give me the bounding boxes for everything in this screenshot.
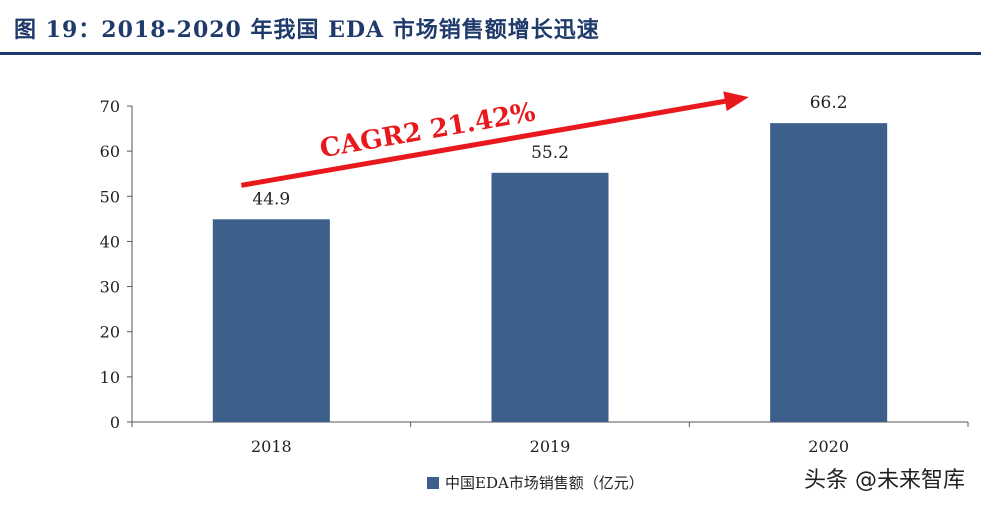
y-tick-label: 40 xyxy=(100,232,120,251)
data-label: 66.2 xyxy=(810,93,848,113)
y-tick-label: 50 xyxy=(100,187,120,206)
data-labels: 44.9 55.2 66.2 xyxy=(252,93,847,209)
y-tick-label: 30 xyxy=(100,278,120,297)
bar xyxy=(212,219,330,422)
x-tick-label: 2019 xyxy=(530,437,571,456)
y-axis: 0 10 20 30 40 50 60 70 xyxy=(100,97,133,432)
legend-label: 中国EDA市场销售额（亿元） xyxy=(445,474,644,492)
cagr-arrow-line xyxy=(240,98,726,188)
title-divider xyxy=(0,52,981,55)
cagr-annotation: CAGR2 21.42% xyxy=(240,91,749,188)
x-tick-label: 2018 xyxy=(251,437,292,456)
data-label: 55.2 xyxy=(531,143,569,163)
x-axis: 2018 2019 2020 xyxy=(131,421,969,456)
y-tick-label: 0 xyxy=(110,413,120,432)
y-tick-label: 70 xyxy=(100,97,120,116)
watermark: 头条 @未来智库 xyxy=(804,468,965,493)
x-tick-label: 2020 xyxy=(808,437,849,456)
bar xyxy=(770,123,888,422)
legend: 中国EDA市场销售额（亿元） xyxy=(427,472,644,493)
cagr-arrow-head xyxy=(723,91,749,112)
y-tick-label: 10 xyxy=(100,368,120,387)
y-tick-label: 60 xyxy=(100,142,120,161)
bar xyxy=(491,172,609,422)
figure-title: 图 19：2018-2020 年我国 EDA 市场销售额增长迅速 xyxy=(14,17,600,43)
y-tick-label: 20 xyxy=(100,323,120,342)
bars xyxy=(212,123,888,422)
bar-chart: 0 10 20 30 40 50 60 70 2018 2019 2020 44.9 55.2 66.… xyxy=(100,91,969,456)
legend-swatch xyxy=(427,476,439,489)
data-label: 44.9 xyxy=(252,189,290,209)
